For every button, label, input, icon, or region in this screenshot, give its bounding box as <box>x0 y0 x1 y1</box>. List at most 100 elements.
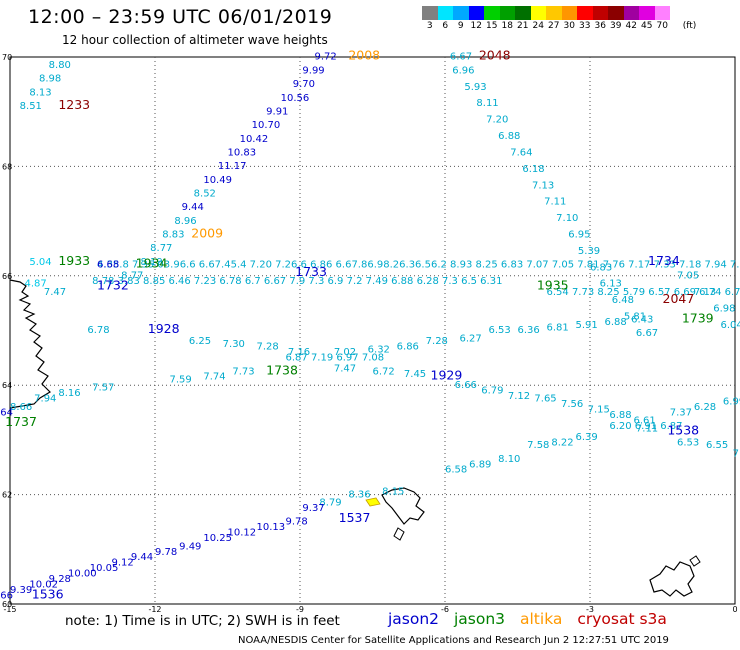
wave-height-value: 6.99 <box>723 396 740 407</box>
wave-height-value: 8.15 <box>382 487 404 498</box>
wave-height-value: 6.36 <box>518 325 540 336</box>
wave-height-value: 7.05 <box>677 271 699 282</box>
colorbar-tick-label: 45 <box>641 21 653 31</box>
wave-height-value: 7.15 <box>588 405 610 416</box>
wave-height-value: 5.91 <box>576 320 598 331</box>
wave-height-value: 7.10 <box>556 213 578 224</box>
colorbar <box>422 6 670 20</box>
chart-subtitle: 12 hour collection of altimeter wave hei… <box>62 33 328 47</box>
wave-height-value: 6.66 <box>455 380 477 391</box>
wave-height-value: 5.81 <box>624 312 646 323</box>
wave-height-value: 7.11 <box>544 197 566 208</box>
wave-height-value: 7.31 <box>733 448 740 459</box>
pass-time-label: 2048 <box>479 48 511 63</box>
wave-height-value: 9.37 <box>302 503 324 514</box>
map-frame <box>9 56 736 605</box>
wave-height-value: 6.81 <box>547 323 569 334</box>
longitude-label: -6 <box>441 605 449 614</box>
latitude-label: 62 <box>2 491 12 500</box>
wave-height-value: 10.13 <box>257 522 286 533</box>
pass-time-label: 1734 <box>648 253 680 268</box>
wave-height-value: 8.19 <box>141 257 163 268</box>
wave-height-value: 6.88 <box>498 131 520 142</box>
faroe-islet-2 <box>365 497 381 507</box>
legend-altika: altika <box>520 610 563 628</box>
wave-height-value: 8.51 <box>20 101 42 112</box>
colorbar-swatch <box>530 6 546 20</box>
wave-height-row: 8.78 3.83 8.85 6.46 7.23 6.78 6.7 6.67 7… <box>92 276 502 287</box>
wave-height-value: 10.49 <box>203 175 232 186</box>
wave-height-value: 7.02 <box>334 347 356 358</box>
shetland-islet <box>689 555 701 567</box>
wave-height-value: 7.11 <box>636 424 658 435</box>
wave-height-value: 6.43 <box>631 314 653 325</box>
colorbar-swatch <box>453 6 469 20</box>
wave-height-value: 6.13 <box>600 279 622 290</box>
longitude-label: 0 <box>732 605 737 614</box>
wave-height-value: 7.74 <box>203 372 225 383</box>
wave-height-value: 6.53 <box>489 325 511 336</box>
wave-height-value: 7.56 <box>561 399 583 410</box>
colorbar-swatch <box>608 6 624 20</box>
colorbar-swatch <box>654 6 670 20</box>
colorbar-swatch <box>422 6 438 20</box>
longitude-label: -15 <box>3 605 16 614</box>
pass-time-label: 1929 <box>431 368 463 383</box>
map-grid <box>10 57 735 604</box>
wave-height-value: 8.52 <box>194 188 216 199</box>
wave-height-value: 11.17 <box>218 161 247 172</box>
wave-height-value: 5.93 <box>464 82 486 93</box>
wave-height-value: 6.96 <box>452 65 474 76</box>
latitude-label: 68 <box>2 162 12 171</box>
wave-height-value: 6.83 <box>590 262 612 273</box>
pass-time-label: 1934 <box>136 256 168 271</box>
wave-height-value: 6.28 <box>694 402 716 413</box>
wave-height-value: 6.68 <box>97 260 119 271</box>
colorbar-tick-label: 18 <box>501 21 513 31</box>
colorbar-tick-label: 42 <box>625 21 637 31</box>
wave-height-value: 10.83 <box>228 147 257 158</box>
footnote: note: 1) Time is in UTC; 2) SWH is in fe… <box>65 613 340 629</box>
wave-height-value: 6.79 <box>481 385 503 396</box>
pass-time-label: 1733 <box>295 264 327 279</box>
pass-time-label: 1732 <box>97 277 129 292</box>
colorbar-tick-label: (ft) <box>682 21 697 31</box>
wave-height-value: 9.39 <box>10 585 32 596</box>
legend-jason2: jason2 <box>388 610 440 628</box>
wave-height-value: 6.86 <box>397 342 419 353</box>
wave-height-value: 8.77 <box>121 271 143 282</box>
wave-height-value: 9.44 <box>131 552 153 563</box>
wave-height-value: 8.83 <box>162 230 184 241</box>
wave-height-value: 6.55 <box>706 440 728 451</box>
longitude-label: -3 <box>586 605 594 614</box>
colorbar-tick-label: 33 <box>579 21 591 31</box>
wave-height-value: 10.25 <box>203 533 232 544</box>
wave-height-value: 7.13 <box>532 180 554 191</box>
wave-height-value: 9.28 <box>49 574 71 585</box>
wave-height-value: 10.05 <box>90 563 119 574</box>
colorbar-tick-label: 15 <box>486 21 498 31</box>
wave-height-value: 8.66 <box>10 402 32 413</box>
wave-height-value: 7.47 <box>334 364 356 375</box>
wave-height-value: 7.64 <box>510 147 532 158</box>
wave-height-value: 9.64 <box>0 407 13 418</box>
credit-line: NOAA/NESDIS Center for Satellite Applica… <box>238 635 669 646</box>
wave-height-value: 9.99 <box>302 65 324 76</box>
colorbar-tick-label: 9 <box>457 21 464 31</box>
wave-height-value: 4.87 <box>25 279 47 290</box>
colorbar-swatch <box>515 6 531 20</box>
wave-height-value: 7.58 <box>527 440 549 451</box>
wave-height-value: 8.22 <box>551 437 573 448</box>
wave-height-value: 6.88 <box>605 317 627 328</box>
wave-height-value: 7.12 <box>508 391 530 402</box>
wave-height-value: 10.42 <box>240 134 269 145</box>
wave-height-value: 6.04 <box>721 320 740 331</box>
longitude-label: -9 <box>296 605 304 614</box>
colorbar-tick-label: 30 <box>563 21 575 31</box>
wave-height-row: 4.35.8 7.35.03.96.6 6.67.45.4 7.20 7.26.… <box>97 260 740 271</box>
colorbar-tick-label: 24 <box>532 21 544 31</box>
wave-height-value: 6.95 <box>568 230 590 241</box>
latitude-label: 70 <box>2 53 12 62</box>
wave-height-value: 7.20 <box>486 115 508 126</box>
latitude-label: 64 <box>2 381 12 390</box>
